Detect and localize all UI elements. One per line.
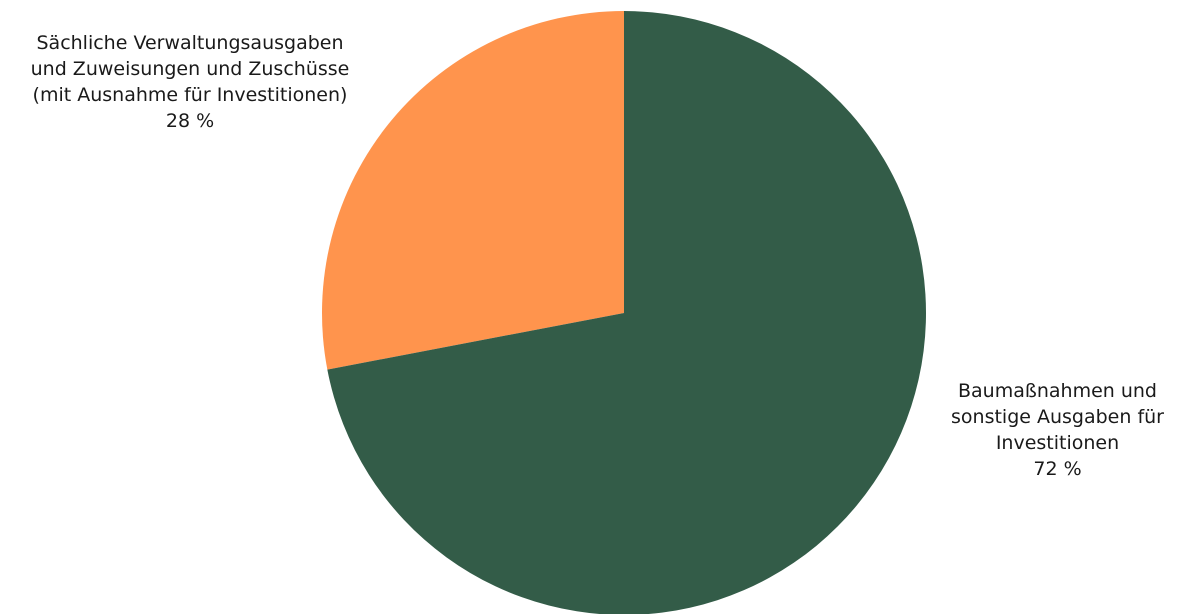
slice-label-line: und Zuweisungen und Zuschüsse <box>30 58 350 80</box>
slice-label-line: (mit Ausnahme für Investitionen) <box>32 84 348 106</box>
slice-value-label: 28 % <box>165 110 215 132</box>
slice-value-label: 72 % <box>1033 458 1082 480</box>
pie-slice-0 <box>321 11 624 370</box>
slice-label-line: Sächliche Verwaltungsausgaben <box>36 32 344 54</box>
slice-label-line: Investitionen <box>995 432 1120 454</box>
slice-label-line: sonstige Ausgaben für <box>951 406 1164 428</box>
slice-label-line: Baumaßnahmen und <box>958 380 1157 402</box>
slice-label-verwaltungsausgaben: Sächliche Verwaltungsausgaben und Zuweis… <box>0 30 380 134</box>
slice-label-baumassnahmen: Baumaßnahmen und sonstige Ausgaben für I… <box>920 378 1195 482</box>
pie-slice-1 <box>327 11 926 614</box>
